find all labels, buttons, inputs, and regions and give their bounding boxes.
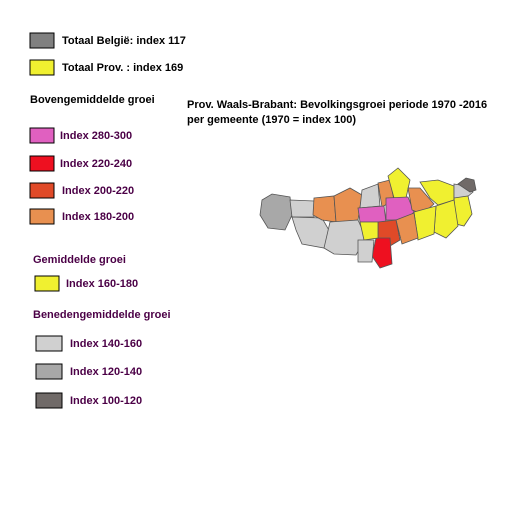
- total-swatch: [29, 59, 55, 76]
- swatch: [29, 155, 55, 172]
- municipality: [357, 239, 375, 263]
- municipality: [291, 216, 331, 249]
- group-heading: Gemiddelde groei: [33, 254, 126, 266]
- swatch: [35, 363, 63, 380]
- total-label: Totaal Prov. : index 169: [62, 62, 183, 74]
- legend-label: Index 280-300: [60, 130, 132, 142]
- municipality: [457, 177, 477, 193]
- municipality: [433, 199, 459, 239]
- swatch: [29, 127, 55, 144]
- legend-label: Index 220-240: [60, 158, 132, 170]
- municipality: [259, 193, 293, 231]
- municipality: [359, 183, 381, 209]
- municipality: [289, 199, 315, 218]
- swatch: [29, 208, 55, 225]
- municipality: [395, 212, 419, 245]
- map: [259, 167, 477, 269]
- municipality: [323, 219, 367, 256]
- swatch: [35, 335, 63, 352]
- municipality: [357, 205, 387, 223]
- legend-label: Index 180-200: [62, 211, 134, 223]
- group-heading: Benedengemiddelde groei: [33, 309, 171, 321]
- legend-label: Index 160-180: [66, 278, 138, 290]
- group-heading: Bovengemiddelde groei: [30, 94, 155, 106]
- map-subtitle: per gemeente (1970 = index 100): [187, 114, 356, 126]
- total-label: Totaal België: index 117: [62, 35, 186, 47]
- legend-label: Index 140-160: [70, 338, 142, 350]
- map-title: Prov. Waals-Brabant: Bevolkingsgroei per…: [187, 99, 487, 111]
- swatch: [35, 392, 63, 409]
- legend-label: Index 200-220: [62, 185, 134, 197]
- legend-label: Index 120-140: [70, 366, 142, 378]
- municipality: [312, 195, 337, 223]
- swatch: [34, 275, 60, 292]
- swatch: [29, 182, 55, 199]
- municipality: [359, 221, 379, 241]
- municipality: [333, 187, 363, 223]
- legend-label: Index 100-120: [70, 395, 142, 407]
- total-swatch: [29, 32, 55, 49]
- municipality: [371, 237, 393, 269]
